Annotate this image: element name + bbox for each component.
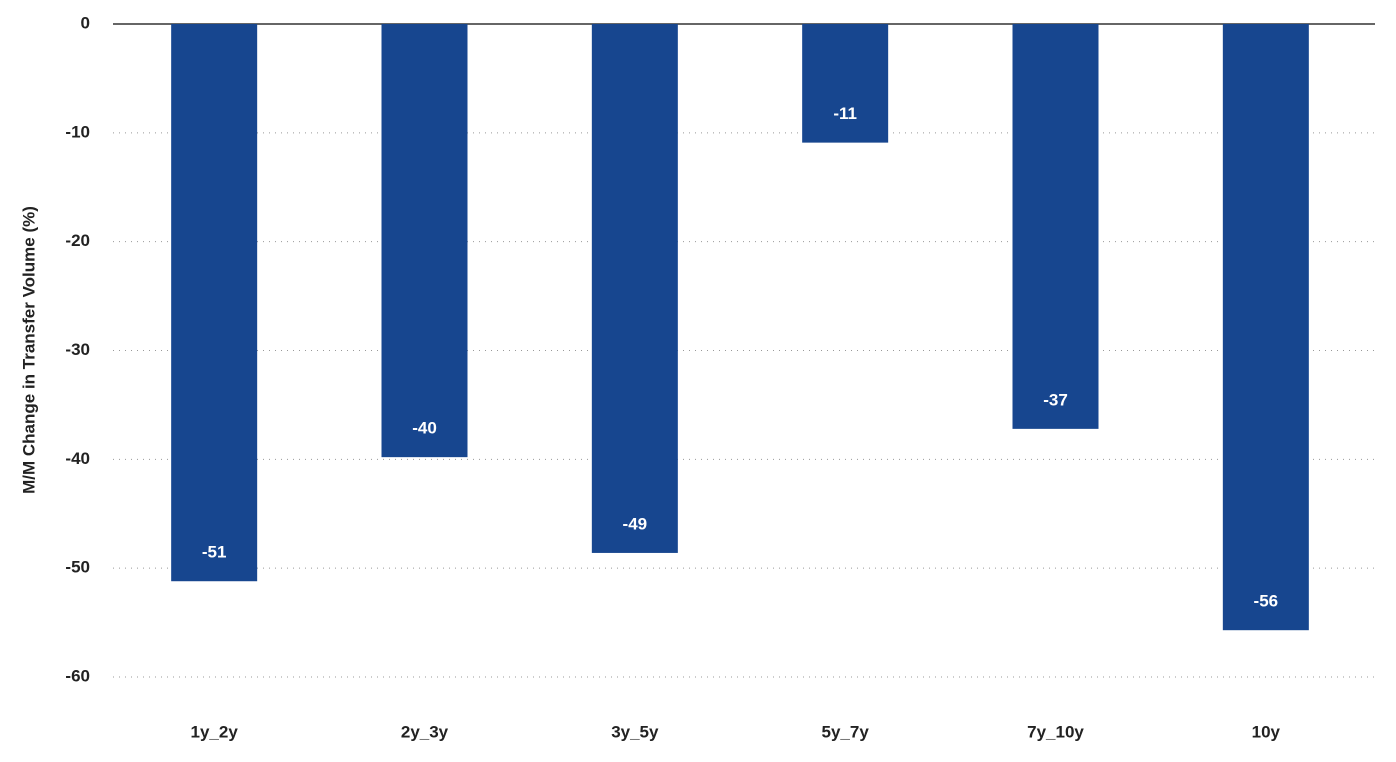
bar xyxy=(171,24,258,582)
x-tick-label: 2y_3y xyxy=(401,722,449,741)
data-label: -49 xyxy=(623,514,648,533)
y-tick-label: -20 xyxy=(65,231,90,250)
data-label: -51 xyxy=(202,543,227,562)
y-tick-label: -10 xyxy=(65,122,90,141)
x-tick-label: 1y_2y xyxy=(191,722,239,741)
y-tick-label: -30 xyxy=(65,340,90,359)
x-tick-label: 7y_10y xyxy=(1027,722,1084,741)
x-tick-label: 3y_5y xyxy=(611,722,659,741)
y-axis-label: M/M Change in Transfer Volume (%) xyxy=(19,206,38,494)
data-label: -56 xyxy=(1254,592,1279,611)
y-tick-label: 0 xyxy=(81,13,90,32)
data-label: -37 xyxy=(1043,390,1068,409)
bar xyxy=(1222,24,1309,631)
x-tick-label: 10y xyxy=(1252,722,1281,741)
y-tick-label: -60 xyxy=(65,666,90,685)
y-tick-label: -50 xyxy=(65,558,90,577)
bar xyxy=(381,24,468,458)
y-tick-label: -40 xyxy=(65,449,90,468)
data-label: -40 xyxy=(412,419,437,438)
data-label: -11 xyxy=(833,104,857,123)
bar xyxy=(1012,24,1099,429)
bar xyxy=(802,24,889,143)
bar xyxy=(591,24,678,553)
x-tick-label: 5y_7y xyxy=(822,722,870,741)
